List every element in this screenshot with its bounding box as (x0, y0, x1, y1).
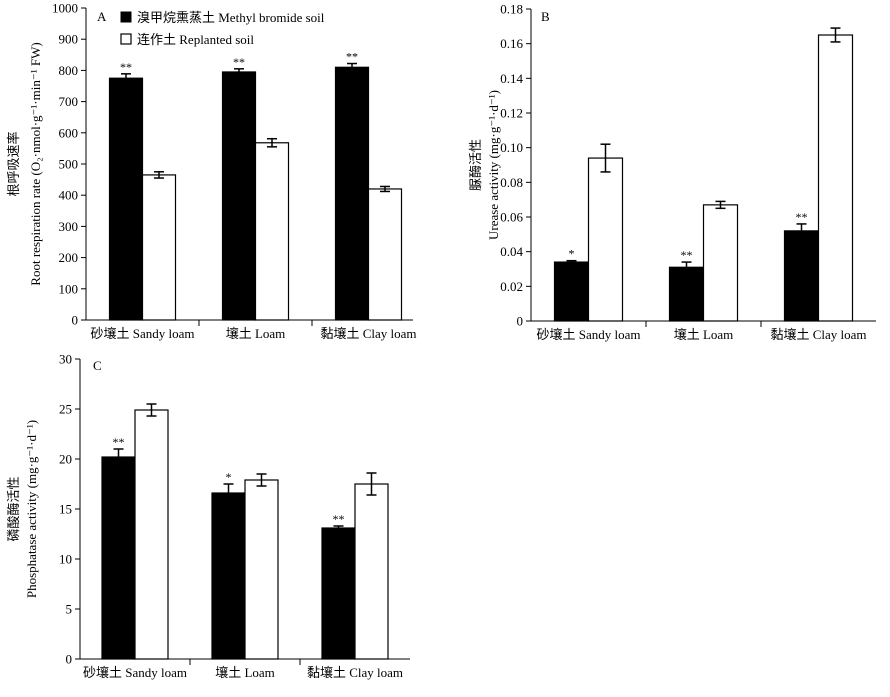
panel-c-y-tick-label: 25 (59, 402, 72, 417)
panel-b-y-tick-label: 0.16 (500, 36, 523, 51)
panel-b-panel-letter: B (541, 9, 550, 24)
panel-c-chart: 0 5 10 15 20 25 30 ** 砂壤土 Sandy loam * 壤土 Loam ** 黏壤… (6, 352, 410, 680)
panel-a-bar-replanted-2 (254, 142, 290, 321)
panel-a-y-tick-label: 100 (59, 281, 79, 296)
panel-c-category-label: 壤土 Loam (215, 665, 275, 680)
panel-a-y-tick-label: 500 (59, 157, 79, 172)
panel-a-y-tick-label: 800 (59, 63, 79, 78)
panel-c-category-label: 砂壤土 Sandy loam (83, 665, 187, 680)
panel-b-y-tick-label: 0.04 (500, 244, 523, 259)
panel-c-category-label: 黏壤土 Clay loam (307, 665, 403, 680)
panel-c-bar-methyl-3 (321, 527, 356, 660)
panel-b-bar-replanted-1 (587, 157, 624, 322)
panel-b-category-label: 黏壤土 Clay loam (770, 327, 866, 342)
panel-c-significance-2: * (226, 470, 232, 484)
legend: 溴甲烷熏蒸土 Methyl bromide soil 连作土 Replanted… (120, 10, 325, 47)
panel-a-y-axis-label-cn: 根呼吸速率 (6, 131, 21, 196)
legend-swatch-methyl-bromide (120, 11, 132, 23)
legend-label-methyl-bromide: 溴甲烷熏蒸土 Methyl bromide soil (137, 10, 325, 25)
panel-a-y-tick-label: 900 (59, 32, 79, 47)
panel-b-category-label: 壤土 Loam (674, 327, 734, 342)
legend-label-replanted: 连作土 Replanted soil (137, 32, 254, 47)
panel-a-y-tick-label: 1000 (52, 1, 78, 16)
panel-b-bar-replanted-3 (817, 34, 854, 322)
panel-a-bar-methyl-3 (334, 66, 370, 321)
panel-b-bar-methyl-1 (553, 261, 590, 322)
panel-a-y-tick-label: 300 (59, 219, 79, 234)
panel-a-bar-replanted-3 (367, 188, 403, 321)
panel-a-y-tick-label: 0 (72, 313, 79, 328)
panel-b-y-tick-label: 0.10 (500, 140, 523, 155)
panel-a-category-label: 砂壤土 Sandy loam (91, 326, 195, 341)
panel-a-significance-3: ** (346, 50, 358, 64)
panel-c-bar-replanted-1 (134, 409, 169, 660)
panel-b-y-tick-label: 0.08 (500, 175, 523, 190)
panel-a-panel-letter: A (97, 9, 107, 24)
panel-c-y-tick-label: 0 (66, 652, 73, 667)
panel-a-chart: 0 100 200 300 400 500 600 700 800 900 1000 ** 砂壤土 Sa… (6, 1, 417, 342)
panel-a-y-tick-label: 200 (59, 250, 79, 265)
panel-a-y-tick-label: 600 (59, 125, 79, 140)
panel-b-significance-3: ** (796, 210, 808, 224)
panel-b-y-tick-label: 0.18 (500, 2, 523, 17)
panel-a-bar-methyl-1 (108, 77, 144, 321)
panel-b-bar-methyl-2 (668, 266, 705, 322)
panel-c-y-axis-label-en: Phosphatase activity (mg·g⁻¹·d⁻¹) (24, 420, 39, 598)
panel-c-significance-3: ** (333, 512, 345, 526)
panel-a-y-axis-label-en: Root respiration rate (O₂·nmol·g⁻¹·min⁻¹… (28, 42, 43, 285)
panel-c-y-tick-label: 15 (59, 502, 72, 517)
panel-a-category-label: 壤土 Loam (226, 326, 286, 341)
panel-a-category-label: 黏壤土 Clay loam (320, 326, 416, 341)
panel-a-bar-replanted-1 (141, 174, 177, 321)
panel-b-y-tick-label: 0.14 (500, 71, 523, 86)
panel-a-significance-1: ** (120, 60, 132, 74)
panel-c-bar-methyl-2 (211, 492, 246, 660)
panel-c-bar-methyl-1 (101, 456, 136, 660)
panel-b-bar-replanted-2 (702, 204, 739, 322)
panel-b-chart: 0 0.02 0.04 0.06 0.08 0.10 0.12 0.14 0.16 0.18 * 砂壤… (468, 2, 876, 342)
panel-c-y-axis-label-cn: 磷酸酶活性 (6, 476, 21, 541)
panel-b-bar-methyl-3 (783, 230, 820, 322)
panel-c-significance-1: ** (113, 435, 125, 449)
panel-c-panel-letter: C (93, 358, 102, 373)
panel-a-bar-methyl-2 (221, 71, 257, 321)
panel-b-y-axis-label-cn: 脲酶活性 (468, 139, 483, 191)
panel-a-significance-2: ** (233, 55, 245, 69)
panel-b-significance-2: ** (681, 248, 693, 262)
panel-b-significance-1: * (569, 247, 575, 261)
panel-b-category-label: 砂壤土 Sandy loam (537, 327, 641, 342)
panel-c-bar-replanted-3 (354, 483, 389, 660)
panel-b-y-tick-label: 0.02 (500, 279, 523, 294)
panel-b-y-tick-label: 0 (517, 314, 524, 329)
panel-c-y-tick-label: 5 (66, 602, 73, 617)
panel-a-y-tick-label: 700 (59, 94, 79, 109)
panel-b-y-tick-label: 0.06 (500, 210, 523, 225)
legend-swatch-replanted (120, 33, 132, 45)
panel-a-y-tick-label: 400 (59, 188, 79, 203)
panel-b-y-axis-label-en: Urease activity (mg·g⁻¹·d⁻¹) (486, 90, 501, 240)
panel-b-y-tick-label: 0.12 (500, 106, 523, 121)
panel-c-bar-replanted-2 (244, 479, 279, 660)
panel-c-y-tick-label: 20 (59, 452, 72, 467)
panel-c-y-tick-label: 10 (59, 552, 72, 567)
panel-c-y-tick-label: 30 (59, 352, 72, 367)
